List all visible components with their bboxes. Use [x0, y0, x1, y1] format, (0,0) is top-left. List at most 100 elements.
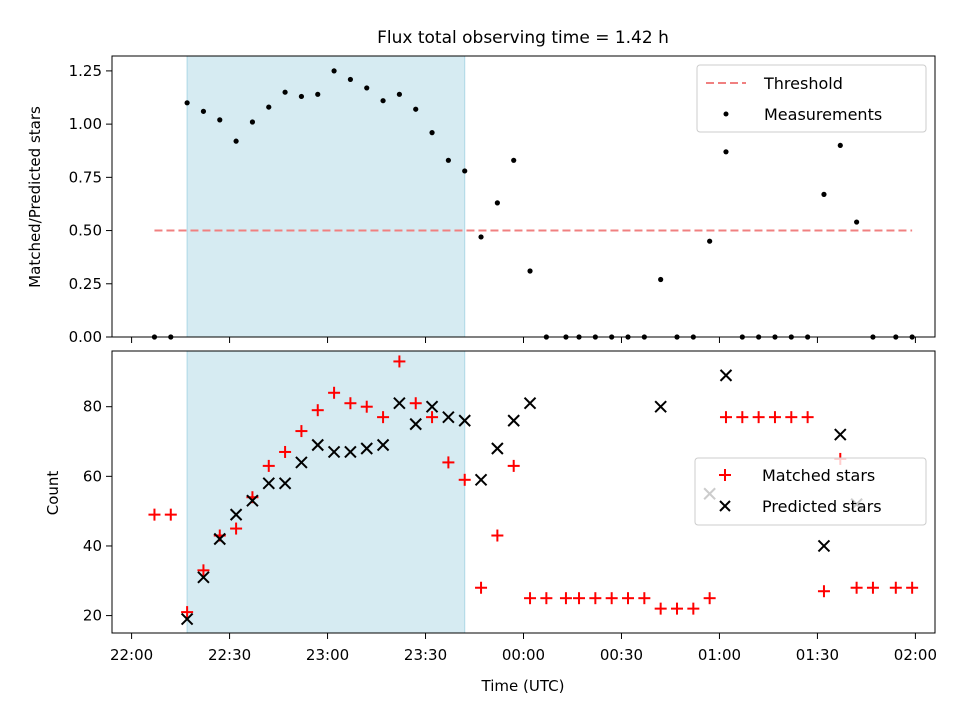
x-tick-label: 02:00	[894, 646, 937, 664]
matched-star-point	[785, 411, 798, 424]
matched-star-point	[703, 592, 716, 605]
ratio-y-axis-label: Matched/Predicted stars	[26, 106, 44, 288]
matched-star-point	[589, 592, 602, 605]
predicted-star-point	[393, 397, 406, 410]
matched-star-point	[687, 602, 700, 615]
matched-star-point	[507, 459, 520, 472]
predicted-star-point	[295, 456, 308, 469]
predicted-star-point	[425, 400, 439, 413]
predicted-star-point	[719, 369, 733, 382]
matched-star-point	[889, 581, 902, 594]
predicted-star-point	[491, 442, 504, 455]
predicted-star-point	[344, 445, 357, 459]
measurement-point	[217, 117, 223, 123]
x-tick-label: 01:00	[698, 646, 741, 664]
count-y-tick-label: 80	[83, 398, 102, 416]
predicted-star-point	[229, 508, 243, 521]
matched-star-point	[866, 581, 879, 594]
matched-star-point	[475, 581, 488, 594]
matched-star-point	[344, 397, 357, 410]
matched-star-point	[409, 397, 422, 410]
measurement-point	[658, 276, 664, 283]
measurement-point	[511, 157, 517, 163]
legend-threshold-label: Threshold	[763, 74, 843, 93]
measurement-point	[249, 119, 256, 125]
measurement-point	[413, 106, 419, 112]
ratio-y-tick-label: 0.75	[69, 168, 102, 186]
matched-star-point	[817, 585, 830, 598]
measurement-point	[429, 130, 435, 136]
matched-star-point	[524, 592, 537, 605]
count-y-tick-label: 60	[83, 467, 102, 485]
x-axis-label: Time (UTC)	[481, 677, 565, 695]
predicted-star-point	[180, 612, 194, 626]
legend-matched-label: Matched stars	[762, 466, 875, 485]
matched-star-point	[719, 411, 732, 424]
measurement-point	[462, 168, 468, 174]
measurement-point	[315, 91, 321, 97]
matched-star-point	[426, 411, 439, 424]
legend-matched-swatch	[719, 469, 731, 481]
x-tick-label: 23:00	[306, 646, 349, 664]
matched-star-point	[540, 592, 553, 605]
x-tick-label: 01:30	[796, 646, 839, 664]
matched-star-point	[638, 592, 651, 605]
measurement-point	[364, 85, 370, 91]
legend-measurements-swatch	[723, 111, 729, 117]
measurement-point	[184, 100, 190, 106]
observing-interval-shade	[186, 55, 466, 338]
observing-interval-shade	[186, 350, 466, 634]
matched-star-point	[377, 411, 390, 424]
ratio-y-tick-label: 0.50	[69, 222, 102, 240]
measurement-point	[331, 68, 337, 74]
predicted-star-point	[507, 414, 520, 427]
matched-star-point	[279, 445, 292, 458]
matched-star-point	[605, 592, 618, 605]
predicted-star-point	[376, 438, 390, 452]
matched-star-point	[752, 411, 765, 424]
matched-star-point	[295, 425, 308, 438]
ratio-y-tick-label: 0.00	[69, 328, 102, 346]
predicted-star-point	[442, 410, 455, 424]
x-tick-label: 00:30	[600, 646, 643, 664]
x-tick-label: 00:00	[502, 646, 545, 664]
legend-measurements-label: Measurements	[764, 105, 882, 124]
predicted-star-point	[654, 400, 667, 413]
predicted-star-point	[834, 428, 847, 441]
matched-star-point	[458, 473, 471, 486]
predicted-star-point	[246, 494, 259, 507]
predicted-star-point	[311, 438, 324, 452]
predicted-star-point	[360, 442, 373, 455]
matched-star-point	[328, 386, 341, 399]
ratio-y-tick-label: 1.00	[69, 115, 102, 133]
measurement-point	[396, 91, 402, 97]
measurement-point	[837, 142, 843, 149]
predicted-star-point	[278, 477, 292, 490]
matched-star-point	[360, 400, 373, 413]
predicted-star-point	[197, 571, 210, 584]
matched-star-point	[262, 459, 275, 472]
predicted-star-point	[327, 445, 341, 459]
measurement-point	[478, 234, 484, 240]
ratio-y-tick-label: 0.25	[69, 275, 102, 293]
matched-star-point	[670, 602, 683, 615]
x-tick-label: 22:00	[110, 646, 153, 664]
x-tick-label: 23:30	[404, 646, 447, 664]
matched-star-point	[393, 355, 406, 368]
matched-star-point	[654, 602, 667, 615]
matched-star-point	[442, 456, 455, 469]
count-y-tick-label: 40	[83, 537, 102, 555]
x-tick-label: 22:30	[208, 646, 251, 664]
matched-star-point	[906, 581, 919, 594]
measurement-point	[266, 104, 272, 110]
predicted-star-point	[409, 417, 422, 431]
measurement-point	[233, 138, 239, 144]
measurement-point	[527, 268, 533, 274]
legend-predicted-swatch	[719, 500, 731, 512]
predicted-star-point	[458, 414, 471, 427]
legend-predicted-label: Predicted stars	[762, 497, 882, 516]
measurement-point	[347, 76, 354, 83]
predicted-star-point	[262, 477, 275, 490]
predicted-star-point	[817, 539, 831, 553]
